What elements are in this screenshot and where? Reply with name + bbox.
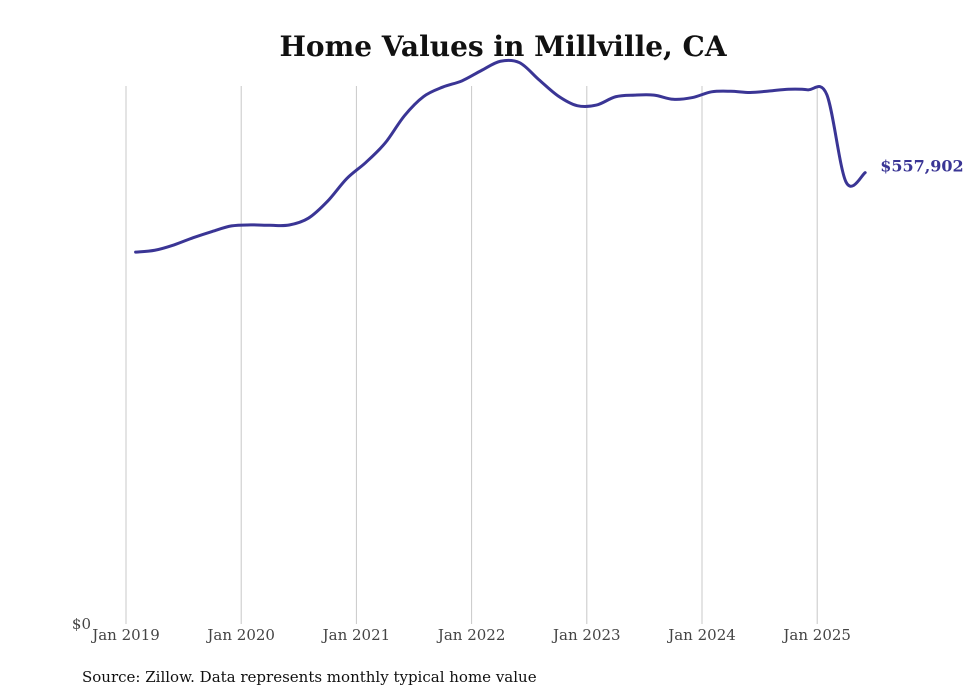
x-tick-label: Jan 2024 [666, 626, 736, 644]
x-tick-label: Jan 2020 [205, 626, 275, 644]
x-tick-label: Jan 2025 [781, 626, 851, 644]
y-tick-label: $0 [72, 615, 91, 633]
y-axis-tick-labels: $0 [72, 615, 91, 633]
source-note: Source: Zillow. Data represents monthly … [82, 668, 537, 686]
x-tick-label: Jan 2021 [321, 626, 391, 644]
x-tick-label: Jan 2022 [436, 626, 506, 644]
series-line [134, 58, 867, 254]
x-axis-tick-labels: Jan 2019 Jan 2020 Jan 2021 Jan 2022 Jan 2023… [90, 626, 851, 644]
x-tick-label: Jan 2023 [551, 626, 621, 644]
x-tick-label: Jan 2019 [90, 626, 160, 644]
end-value-label: $557,902 [880, 157, 964, 176]
gridlines [125, 86, 818, 624]
chart-title: Home Values in Millville, CA [279, 30, 727, 63]
